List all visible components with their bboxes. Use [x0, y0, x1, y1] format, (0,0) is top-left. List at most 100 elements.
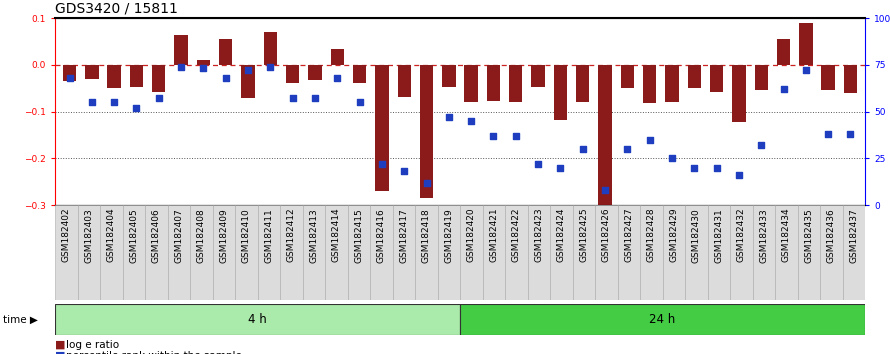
Bar — [821, 65, 835, 91]
Bar — [213, 205, 235, 300]
Point — [174, 64, 188, 69]
Text: GSM182418: GSM182418 — [422, 208, 431, 263]
Bar — [347, 205, 370, 300]
Text: log e ratio: log e ratio — [66, 340, 118, 350]
Point — [754, 142, 768, 148]
Bar — [662, 205, 685, 300]
Text: GSM182411: GSM182411 — [264, 208, 273, 263]
Bar — [438, 205, 460, 300]
Bar — [550, 205, 572, 300]
Text: ■: ■ — [55, 340, 66, 350]
Text: GSM182405: GSM182405 — [129, 208, 138, 263]
Point — [263, 64, 278, 69]
Point — [286, 96, 300, 101]
Text: GSM182415: GSM182415 — [354, 208, 363, 263]
Text: GSM182416: GSM182416 — [376, 208, 385, 263]
Bar — [353, 65, 367, 84]
Bar — [100, 205, 123, 300]
Text: GSM182432: GSM182432 — [737, 208, 746, 262]
Text: GSM182427: GSM182427 — [624, 208, 634, 262]
Text: GSM182408: GSM182408 — [197, 208, 206, 263]
Bar — [640, 205, 662, 300]
Point — [330, 75, 344, 81]
Bar — [77, 205, 100, 300]
Text: 4 h: 4 h — [248, 313, 267, 326]
Bar — [685, 205, 708, 300]
Point — [397, 169, 411, 174]
Bar — [755, 65, 768, 91]
Point — [732, 172, 746, 178]
Bar — [595, 205, 618, 300]
Bar — [123, 205, 145, 300]
Text: time ▶: time ▶ — [3, 314, 37, 325]
Bar — [197, 60, 210, 65]
Text: GSM182434: GSM182434 — [781, 208, 790, 262]
Bar — [732, 65, 746, 122]
Bar — [509, 65, 522, 102]
Bar — [235, 205, 257, 300]
Point — [576, 146, 590, 152]
Bar — [618, 205, 640, 300]
Bar — [777, 39, 790, 65]
Point — [620, 146, 635, 152]
Bar — [398, 65, 411, 97]
Text: GSM182404: GSM182404 — [107, 208, 116, 262]
Text: GSM182424: GSM182424 — [557, 208, 566, 262]
Point — [531, 161, 546, 167]
Text: GSM182422: GSM182422 — [512, 208, 521, 262]
Bar — [797, 205, 820, 300]
Text: GSM182430: GSM182430 — [692, 208, 700, 263]
Point — [241, 68, 255, 73]
Point — [665, 155, 679, 161]
Bar — [482, 205, 505, 300]
Bar — [152, 65, 166, 92]
Text: GSM182423: GSM182423 — [534, 208, 543, 262]
Text: GSM182413: GSM182413 — [309, 208, 319, 263]
Point — [709, 165, 724, 170]
Bar — [753, 205, 775, 300]
Text: GSM182402: GSM182402 — [61, 208, 70, 262]
Bar — [55, 205, 77, 300]
Bar — [844, 65, 857, 93]
Point — [821, 131, 836, 137]
Point — [375, 161, 389, 167]
Text: percentile rank within the sample: percentile rank within the sample — [66, 351, 241, 354]
Bar — [710, 65, 724, 92]
Bar — [531, 65, 545, 87]
Bar — [620, 65, 634, 88]
Text: GDS3420 / 15811: GDS3420 / 15811 — [55, 2, 178, 16]
Bar — [799, 23, 813, 65]
Bar — [820, 205, 843, 300]
Bar — [460, 205, 482, 300]
Bar — [108, 65, 121, 88]
Point — [464, 118, 478, 124]
Text: GSM182412: GSM182412 — [287, 208, 295, 262]
Bar — [465, 65, 478, 102]
Bar — [145, 205, 167, 300]
Bar — [241, 65, 255, 98]
Point — [352, 99, 367, 105]
Point — [441, 114, 456, 120]
Bar — [257, 205, 280, 300]
Text: GSM182429: GSM182429 — [669, 208, 678, 262]
Bar — [325, 205, 347, 300]
Bar — [576, 65, 589, 102]
Bar — [442, 65, 456, 87]
Text: GSM182437: GSM182437 — [849, 208, 858, 263]
Bar — [174, 35, 188, 65]
Bar — [55, 304, 460, 335]
Point — [107, 99, 121, 105]
Bar — [730, 205, 753, 300]
Point — [85, 99, 99, 105]
Bar — [554, 65, 567, 120]
Point — [308, 96, 322, 101]
Point — [798, 68, 813, 73]
Bar — [167, 205, 190, 300]
Point — [643, 137, 657, 142]
Text: GSM182435: GSM182435 — [805, 208, 813, 263]
Text: GSM182431: GSM182431 — [715, 208, 724, 263]
Text: ■: ■ — [55, 351, 66, 354]
Bar — [843, 205, 865, 300]
Text: GSM182436: GSM182436 — [827, 208, 836, 263]
Bar — [286, 65, 299, 82]
